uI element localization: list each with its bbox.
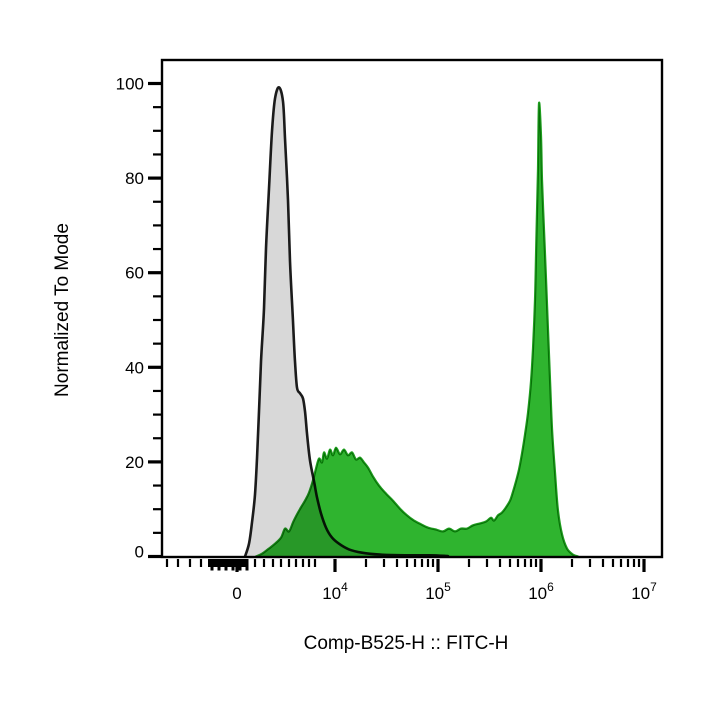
y-tick-label: 0 xyxy=(135,543,144,562)
x-tick-label: 104 xyxy=(322,580,348,603)
green-sample-histogram-area xyxy=(256,102,578,557)
x-axis-title: Comp-B525-H :: FITC-H xyxy=(304,633,509,654)
y-tick-label: 100 xyxy=(116,75,144,94)
y-tick-label: 40 xyxy=(125,358,144,377)
y-axis-title: Normalized To Mode xyxy=(52,223,73,397)
x-tick-label: 105 xyxy=(425,580,451,603)
y-tick-label: 60 xyxy=(125,264,144,283)
plot-frame xyxy=(160,58,664,559)
x-tick-label: 0 xyxy=(232,584,241,603)
x-tick-label: 107 xyxy=(631,580,657,603)
y-tick-label: 80 xyxy=(125,169,144,188)
x-zero-tick-band xyxy=(208,559,248,567)
y-tick-label: 20 xyxy=(125,453,144,472)
green-sample-histogram-outline xyxy=(254,101,580,558)
gray-control-histogram-area xyxy=(245,87,448,557)
x-tick-label: 106 xyxy=(528,580,554,603)
